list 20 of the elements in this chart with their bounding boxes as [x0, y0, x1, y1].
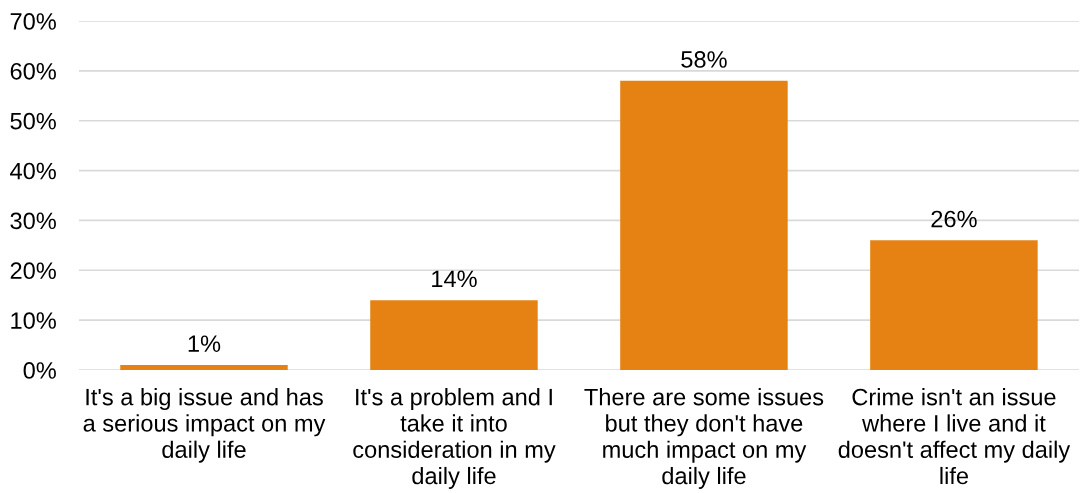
y-tick-label: 70%: [10, 13, 56, 30]
y-tick-label: 0%: [23, 362, 56, 379]
bar: [120, 365, 288, 370]
x-tick-label: It's a problem and I take it into consideration in my daily life: [353, 388, 556, 489]
data-label: 14%: [432, 270, 477, 288]
data-label: 58%: [681, 51, 727, 68]
bar: [620, 80, 788, 370]
bar: [870, 240, 1038, 370]
y-tick-label: 50%: [10, 112, 56, 130]
y-tick-label: 20%: [10, 262, 56, 280]
data-label: 1%: [188, 335, 221, 352]
bar: [370, 300, 538, 370]
data-label: 26%: [931, 210, 977, 228]
y-tick-label: 30%: [10, 212, 56, 230]
x-tick-label: Crime isn't an issue where I live and it doesn't affect my daily life: [838, 388, 1071, 485]
y-tick-label: 40%: [10, 162, 56, 180]
x-tick-label: It's a big issue and has a serious impact on my daily life: [83, 388, 326, 463]
y-tick-label: 60%: [10, 62, 56, 80]
y-tick-label: 10%: [11, 312, 56, 329]
x-tick-label: There are some issues but they don't have much impact on my daily life: [584, 388, 824, 489]
